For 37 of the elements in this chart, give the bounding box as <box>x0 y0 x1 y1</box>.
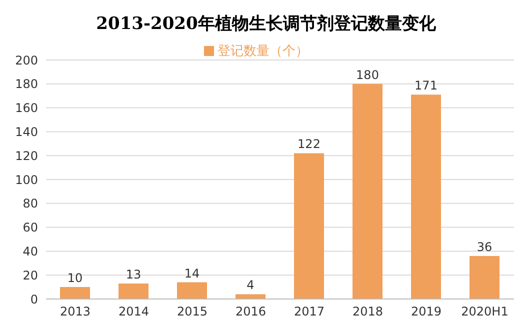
y-tick-label: 60 <box>22 220 38 235</box>
bar <box>352 84 382 299</box>
bar <box>177 282 207 299</box>
y-tick-label: 40 <box>22 244 38 258</box>
y-tick-label: 120 <box>15 148 38 163</box>
y-tick-label: 140 <box>15 124 38 139</box>
x-tick-label: 2013 <box>60 304 91 319</box>
bar <box>294 153 324 299</box>
bar <box>236 294 266 299</box>
y-tick-label: 200 <box>15 53 38 68</box>
data-label: 13 <box>126 267 142 282</box>
y-tick-label: 0 <box>30 292 38 306</box>
bar <box>118 283 148 299</box>
x-tick-label: 2018 <box>352 304 384 319</box>
legend-label: 登记数量（个） <box>218 44 308 59</box>
bar <box>470 256 500 299</box>
x-tick-label: 2016 <box>235 304 266 319</box>
data-label: 4 <box>246 278 254 292</box>
y-tick-label: 100 <box>15 172 38 187</box>
bar <box>60 287 90 299</box>
x-tick-label: 2015 <box>176 304 208 319</box>
x-tick-label: 2014 <box>118 304 150 319</box>
chart-title: 2013-2020年植物生长调节剂登记数量变化 <box>95 13 437 36</box>
y-tick-label: 80 <box>22 196 38 211</box>
data-label: 180 <box>356 68 379 82</box>
x-tick-label: 2019 <box>410 304 442 319</box>
data-label: 36 <box>476 240 492 254</box>
x-tick-label: 2020H1 <box>461 304 508 319</box>
x-tick-label: 2017 <box>294 304 325 319</box>
bar <box>411 94 441 299</box>
data-label: 122 <box>298 137 320 152</box>
data-label: 14 <box>184 266 200 280</box>
data-label: 10 <box>67 271 83 286</box>
y-tick-label: 180 <box>15 77 38 92</box>
y-tick-label: 20 <box>22 268 38 282</box>
data-label: 171 <box>414 78 438 93</box>
y-tick-label: 160 <box>15 101 38 116</box>
